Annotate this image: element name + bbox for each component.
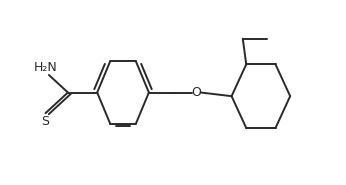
Text: O: O	[191, 86, 201, 99]
Text: S: S	[42, 115, 49, 128]
Text: H₂N: H₂N	[34, 61, 57, 74]
